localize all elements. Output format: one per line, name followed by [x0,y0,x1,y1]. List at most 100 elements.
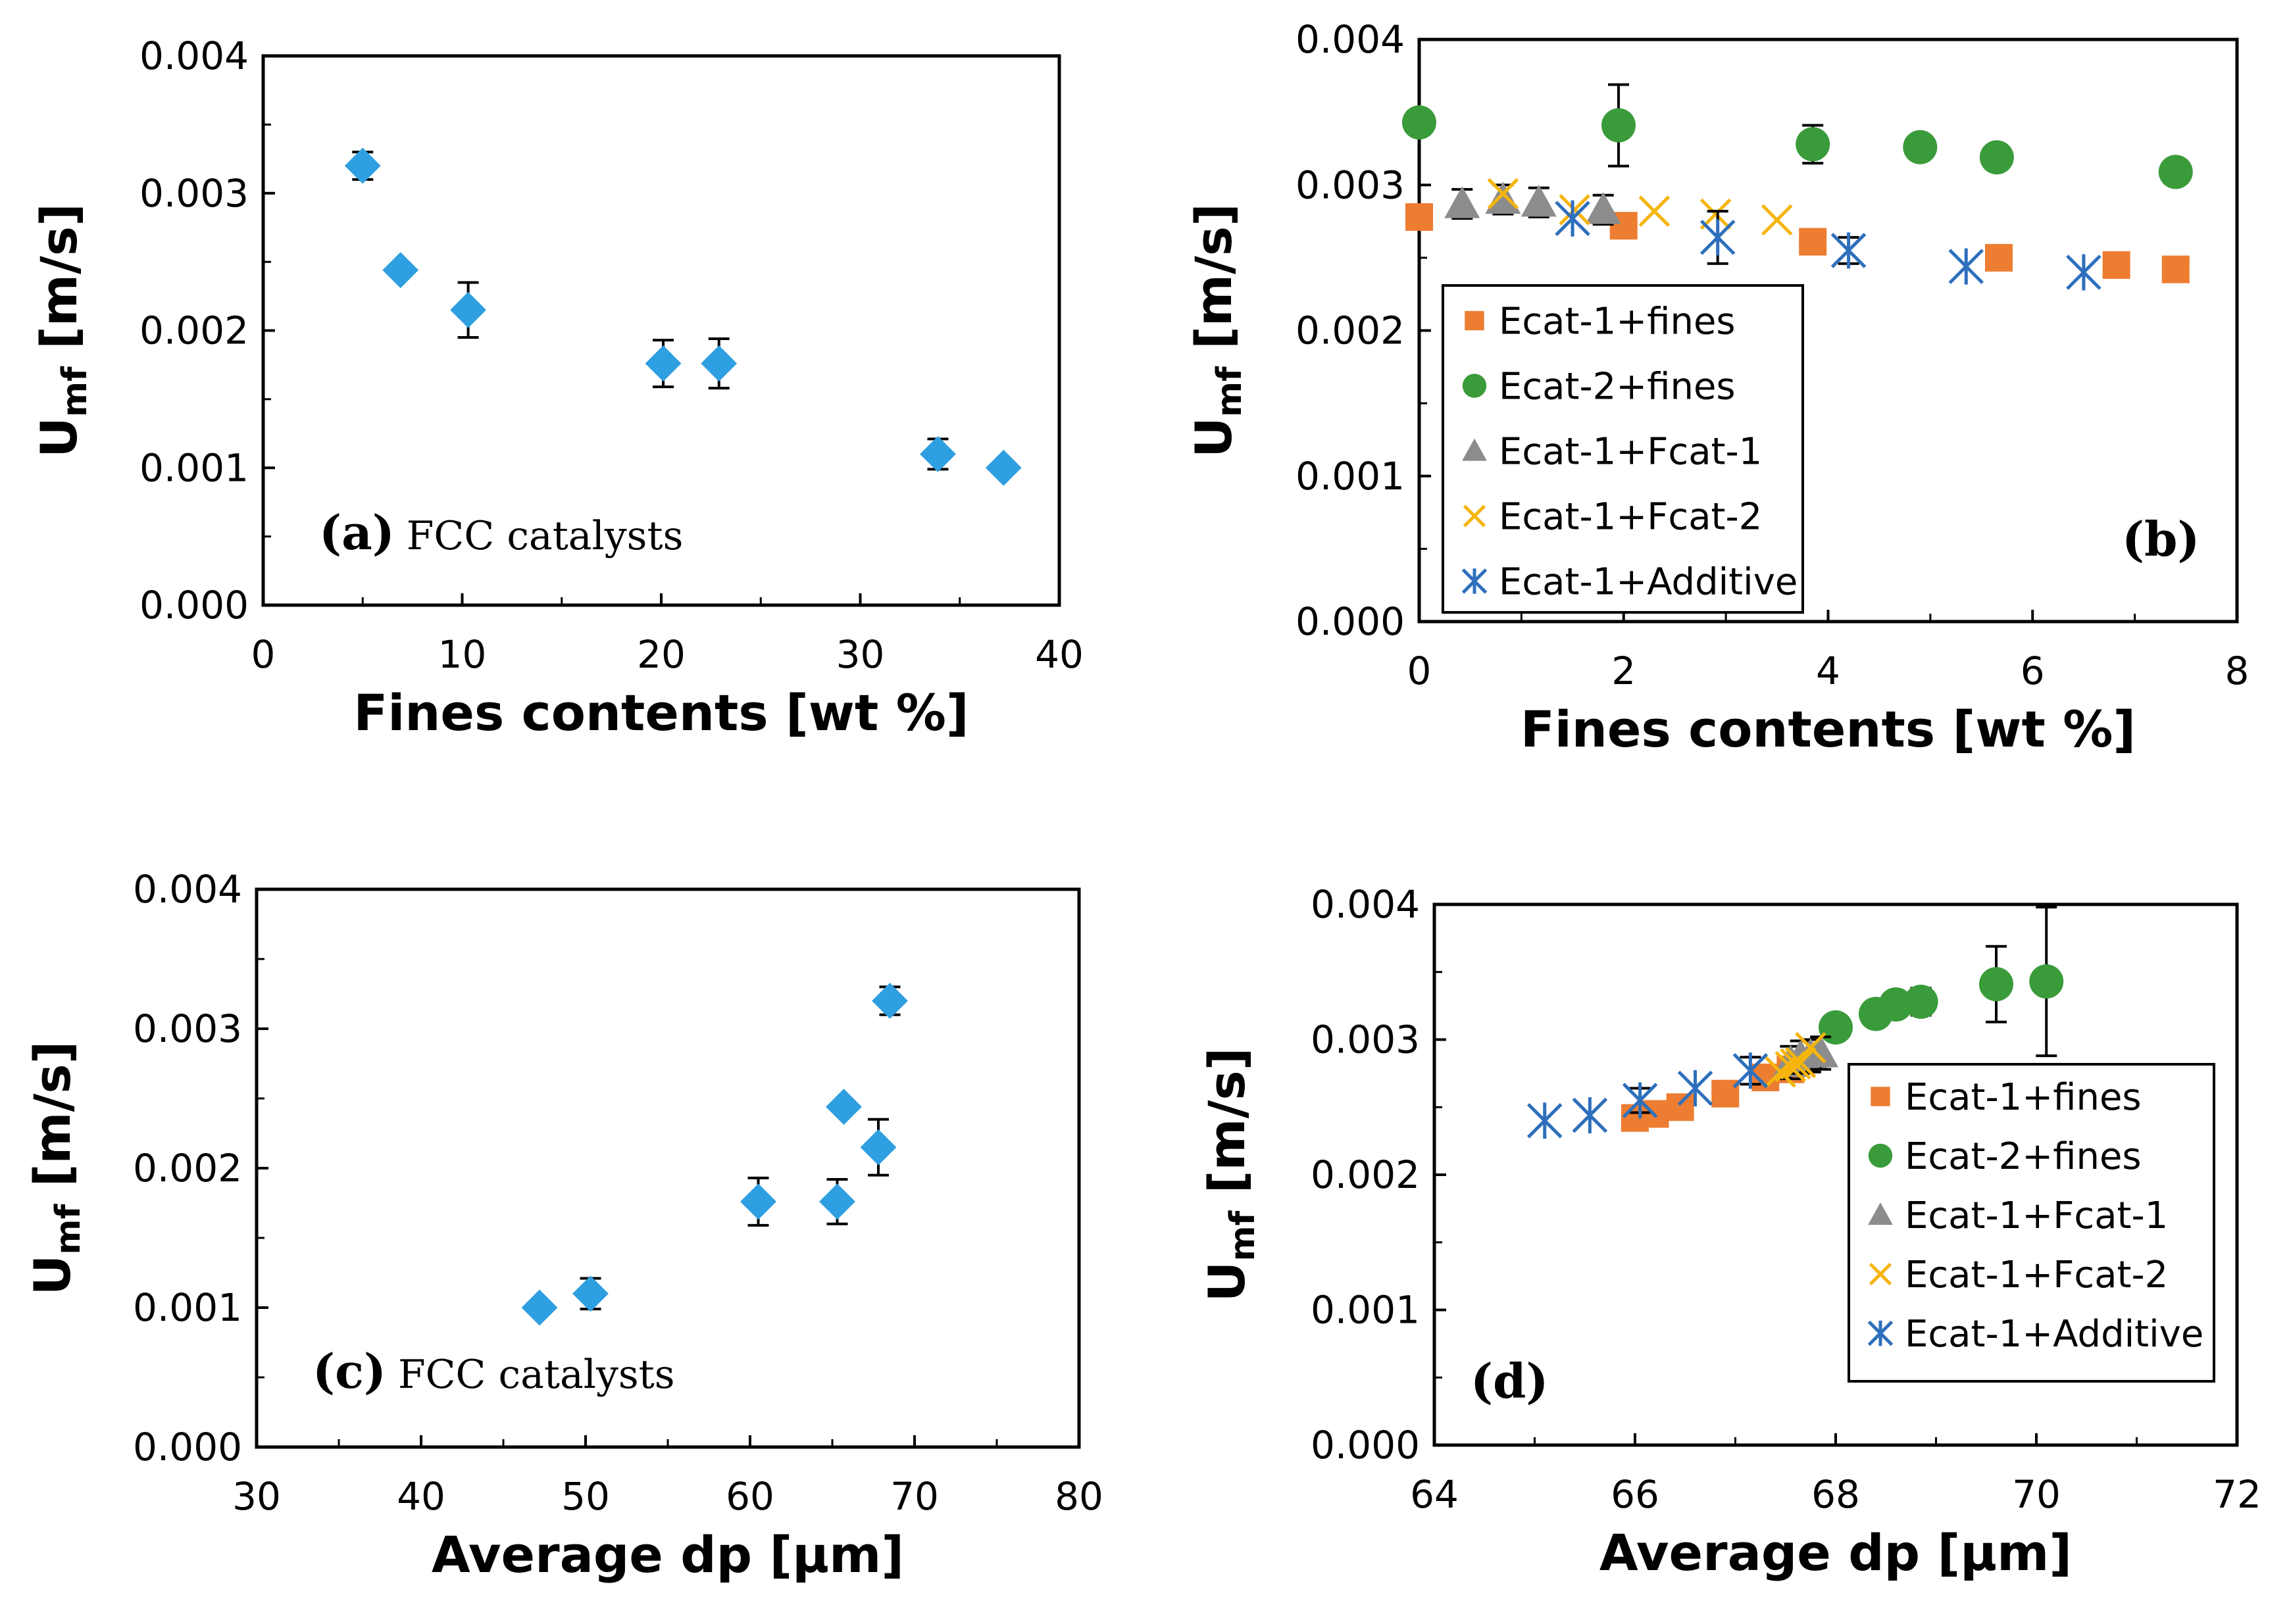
y-tick-label-b: 0.000 [1295,599,1405,644]
data-point [1819,1010,1853,1045]
y-axis-title-d: Umf [m/s] [1197,1048,1263,1302]
legend-label: Ecat-2+fines [1905,1135,2142,1178]
data-point [1444,186,1480,218]
data-point [701,345,738,382]
legend-marker [1461,568,1488,594]
series-d-1 [1819,906,2064,1058]
data-point [344,147,381,184]
x-tick-label-a: 20 [637,632,686,677]
y-axis-title-b: Umf [m/s] [1184,203,1249,458]
data-point [2029,964,2064,999]
x-tick-label-d: 68 [1811,1472,1860,1517]
chart-c: 0.000 0.001 0.002 0.003 0.004 30 40 50 60 70 80 Ave… [23,867,1103,1584]
data-point [1765,1056,1796,1088]
x-tick-label-a: 10 [438,632,487,677]
chart-d: 0.000 0.001 0.002 0.003 0.004 64 66 68 70 72 Avera… [1197,882,2261,1582]
legend-marker [1869,1262,1892,1286]
x-tick-label-d: 70 [2012,1472,2061,1517]
x-tick-label-a: 40 [1035,632,1084,677]
y-tick-label-a: 0.003 [139,171,249,216]
legend-box [1442,284,1804,614]
y-tick-label-d: 0.004 [1311,882,1420,927]
data-point [1795,1032,1826,1064]
legend-label: Ecat-1+Additive [1905,1313,2203,1356]
series-c-0 [521,983,908,1326]
x-tick-label-c: 40 [397,1474,445,1519]
y-tick-label-d: 0.001 [1311,1288,1420,1333]
legend-label: Ecat-1+Fcat-1 [1905,1194,2168,1237]
chart-b: 0.000 0.001 0.002 0.003 0.004 0 2 4 6 8 Fines cont… [1184,17,2249,758]
x-tick-label-d: 72 [2213,1472,2261,1517]
legend-label: Ecat-2+fines [1499,366,1736,408]
x-tick-label-a: 30 [836,632,885,677]
y-tick-label-b: 0.003 [1295,162,1405,207]
x-tick-label-c: 30 [232,1474,281,1519]
legend-entry: Ecat-1+Additive [1867,1313,2203,1356]
legend-marker [1463,504,1486,528]
legend-box [1848,1063,2215,1383]
series-b-4 [1555,200,2101,291]
data-point [2102,251,2130,279]
data-point [1485,182,1521,214]
data-point [985,449,1022,486]
legend-marker [1462,438,1487,461]
data-point [819,1183,855,1220]
x-axis-title-b: Fines contents [wt %] [1521,700,2136,758]
data-point [1585,191,1621,224]
legend-d: Ecat-1+fines Ecat-2+fines Ecat-1+Fcat-1 Eca… [1848,1063,2215,1383]
legend-marker [1462,374,1487,398]
data-point [1796,127,1830,162]
data-point [1487,178,1519,210]
y-axis-title-a: Umf [m/s] [30,203,95,458]
y-tick-label-c: 0.003 [133,1006,242,1051]
y-tick-label-c: 0.002 [133,1146,242,1191]
y-tick-label-b: 0.004 [1295,17,1405,62]
data-point [1984,243,2013,272]
data-point [1521,184,1557,217]
data-point [1979,967,2013,1002]
series-b-3 [1487,178,1793,236]
data-point [572,1275,609,1312]
legend-label: Ecat-1+fines [1905,1076,2142,1119]
data-point [1903,984,1938,1019]
series-b-2 [1444,182,1621,226]
legend-entry: Ecat-1+fines [1871,1076,2142,1119]
data-point [1555,200,1590,237]
legend-label: Ecat-1+Fcat-2 [1499,496,1762,539]
legend-entry: Ecat-1+Fcat-2 [1869,1254,2168,1296]
series-d-4 [1526,1052,1769,1139]
legend-b: Ecat-1+fines Ecat-2+fines Ecat-1+Fcat-1 Eca… [1442,284,1804,614]
legend-entry: Ecat-1+Additive [1461,561,1798,604]
legend-label: Ecat-1+Fcat-2 [1905,1254,2168,1296]
data-point [1526,1102,1563,1139]
data-point [1903,130,1938,164]
data-point [1677,1070,1713,1106]
data-point [2158,155,2193,189]
y-tick-label-b: 0.002 [1295,308,1405,353]
data-point [2161,255,2190,283]
y-tick-label-d: 0.002 [1311,1152,1420,1197]
data-point [2066,254,2101,291]
y-tick-label-d: 0.003 [1311,1018,1420,1062]
data-point [1572,1097,1608,1134]
series-d-3 [1765,1032,1826,1088]
y-axis-title-c: Umf [m/s] [23,1041,88,1296]
data-point [1979,140,2014,175]
y-tick-label-a: 0.001 [139,445,249,490]
x-tick-label-c: 60 [726,1474,774,1519]
panel-label-b: (b) [2122,511,2200,567]
data-point [872,983,908,1020]
y-tick-label-b: 0.001 [1295,454,1405,499]
data-point [1601,108,1636,143]
data-point [382,252,419,289]
data-point [1948,248,1984,285]
legend-entry: Ecat-1+Fcat-1 [1462,431,1762,474]
legend-marker [1465,310,1484,331]
legend-marker [1867,1320,1894,1346]
y-tick-label-c: 0.004 [133,867,242,912]
data-point [1559,194,1590,226]
legend-entry: Ecat-1+Fcat-1 [1868,1194,2168,1237]
data-point [450,291,486,328]
x-tick-label-a: 0 [251,632,276,677]
